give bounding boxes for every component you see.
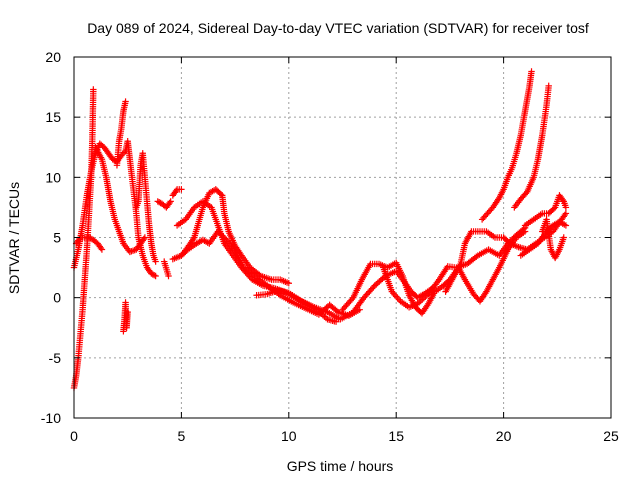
y-tick-label: -10 <box>41 410 61 426</box>
data-point <box>528 68 535 75</box>
data-point <box>370 283 377 291</box>
data-point <box>285 280 292 287</box>
series-track-t <box>521 192 570 229</box>
series-track-h <box>154 198 174 211</box>
data-point <box>152 258 159 265</box>
series-track-g <box>133 150 159 265</box>
series-track-k <box>169 186 292 287</box>
series-track-s <box>511 82 552 211</box>
data-point <box>90 86 97 93</box>
grid-lines <box>74 57 611 418</box>
data-point <box>214 228 222 235</box>
data-point <box>167 198 174 205</box>
data-point <box>122 98 129 105</box>
data-point <box>166 199 173 207</box>
data-point <box>561 211 569 219</box>
y-axis-label: SDTVAR / TECUs <box>6 182 22 294</box>
tick-labels: 0 5 10 15 20 25 -10 -5 0 5 10 15 20 <box>41 49 619 444</box>
series-track-r <box>478 68 535 223</box>
data-point <box>98 246 106 253</box>
y-tick-label: -5 <box>49 350 62 366</box>
x-tick-label: 15 <box>388 428 404 444</box>
data-point <box>217 190 225 198</box>
data-point <box>97 244 105 252</box>
x-axis-label: GPS time / hours <box>287 458 394 474</box>
series-track-f <box>120 299 131 335</box>
series-track-n <box>253 267 436 323</box>
series-track-j <box>169 186 185 199</box>
x-tick-label: 10 <box>281 428 297 444</box>
data-point <box>141 234 149 241</box>
data-points <box>70 68 570 392</box>
series-track-d <box>92 144 149 256</box>
data-point <box>348 295 356 303</box>
axis-ticks <box>73 56 612 419</box>
y-tick-label: 20 <box>45 49 61 65</box>
series-track-e <box>113 98 129 169</box>
data-point <box>332 318 340 325</box>
y-tick-label: 5 <box>53 230 61 246</box>
data-point <box>562 204 570 211</box>
series-track-a <box>70 86 97 392</box>
data-point <box>522 190 530 197</box>
data-point <box>140 235 148 243</box>
data-point <box>333 307 340 315</box>
data-point <box>562 222 570 229</box>
data-point <box>124 308 131 316</box>
y-tick-label: 10 <box>45 169 61 185</box>
data-point <box>510 234 517 242</box>
data-point <box>76 235 83 243</box>
chart-title: Day 089 of 2024, Sidereal Day-to-day VTE… <box>87 20 589 36</box>
data-point <box>545 82 552 90</box>
series-track-o <box>339 228 529 317</box>
data-point <box>394 294 401 302</box>
data-point <box>178 186 185 193</box>
x-tick-label: 20 <box>496 428 512 444</box>
data-point <box>152 272 159 280</box>
x-tick-label: 5 <box>178 428 186 444</box>
x-tick-label: 25 <box>603 428 619 444</box>
y-tick-label: 15 <box>45 109 61 125</box>
series-track-c <box>72 234 106 253</box>
data-point <box>562 210 570 217</box>
data-point <box>217 231 224 238</box>
data-point <box>219 232 226 239</box>
data-point <box>559 196 566 204</box>
data-point <box>165 272 172 280</box>
data-point <box>391 291 398 299</box>
data-point <box>150 272 158 279</box>
y-tick-label: 0 <box>53 290 61 306</box>
data-point <box>560 234 567 241</box>
series-track-i <box>161 258 172 280</box>
series-track-m <box>178 228 363 319</box>
data-point <box>220 233 227 241</box>
series-track-b <box>70 138 159 280</box>
data-point <box>520 225 527 233</box>
data-point <box>550 205 558 212</box>
x-tick-label: 0 <box>70 428 78 444</box>
data-point <box>393 293 400 300</box>
series-track-v <box>517 218 570 259</box>
data-point <box>216 229 223 237</box>
data-point <box>172 187 180 195</box>
